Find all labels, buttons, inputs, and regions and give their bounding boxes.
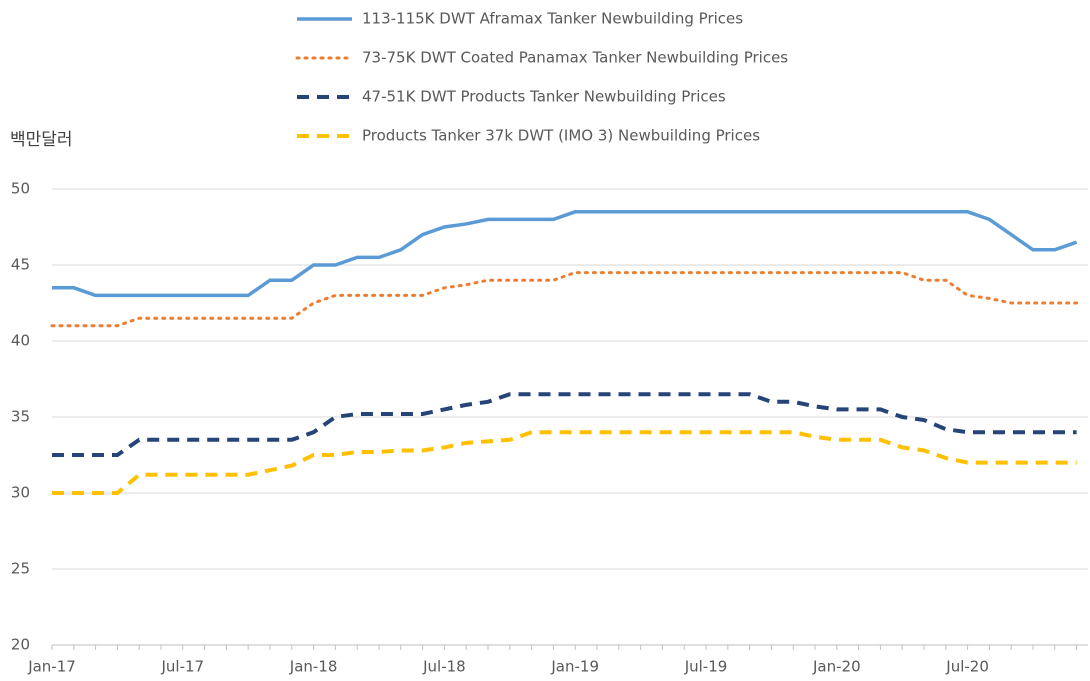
y-tick-label: 35 bbox=[11, 408, 30, 426]
x-tick-label: Jan-19 bbox=[550, 658, 599, 676]
legend-label: 73-75K DWT Coated Panamax Tanker Newbuil… bbox=[362, 49, 788, 67]
x-tick-label: Jan-18 bbox=[289, 658, 338, 676]
x-tick-label: Jan-17 bbox=[27, 658, 76, 676]
y-axis-label: 백만달러 bbox=[10, 130, 73, 150]
legend-label: Products Tanker 37k DWT (IMO 3) Newbuild… bbox=[362, 127, 760, 145]
x-tick-label: Jan-20 bbox=[812, 658, 861, 676]
series-line bbox=[50, 271, 1079, 328]
x-tick-label: Jul-17 bbox=[160, 658, 204, 676]
y-tick-label: 45 bbox=[11, 256, 30, 274]
legend-label: 47-51K DWT Products Tanker Newbuilding P… bbox=[362, 88, 726, 106]
series-line bbox=[52, 210, 1078, 298]
y-tick-label: 30 bbox=[11, 484, 30, 502]
x-tick-label: Jul-18 bbox=[422, 658, 466, 676]
series-line bbox=[52, 430, 1077, 495]
y-tick-label: 50 bbox=[11, 180, 30, 198]
y-tick-label: 20 bbox=[11, 636, 30, 654]
series-line bbox=[52, 392, 1077, 457]
y-tick-label: 25 bbox=[11, 560, 30, 578]
legend-label: 113-115K DWT Aframax Tanker Newbuilding … bbox=[362, 10, 743, 28]
x-tick-label: Jul-19 bbox=[684, 658, 728, 676]
y-tick-label: 40 bbox=[11, 332, 30, 350]
x-tick-label: Jul-20 bbox=[945, 658, 989, 676]
